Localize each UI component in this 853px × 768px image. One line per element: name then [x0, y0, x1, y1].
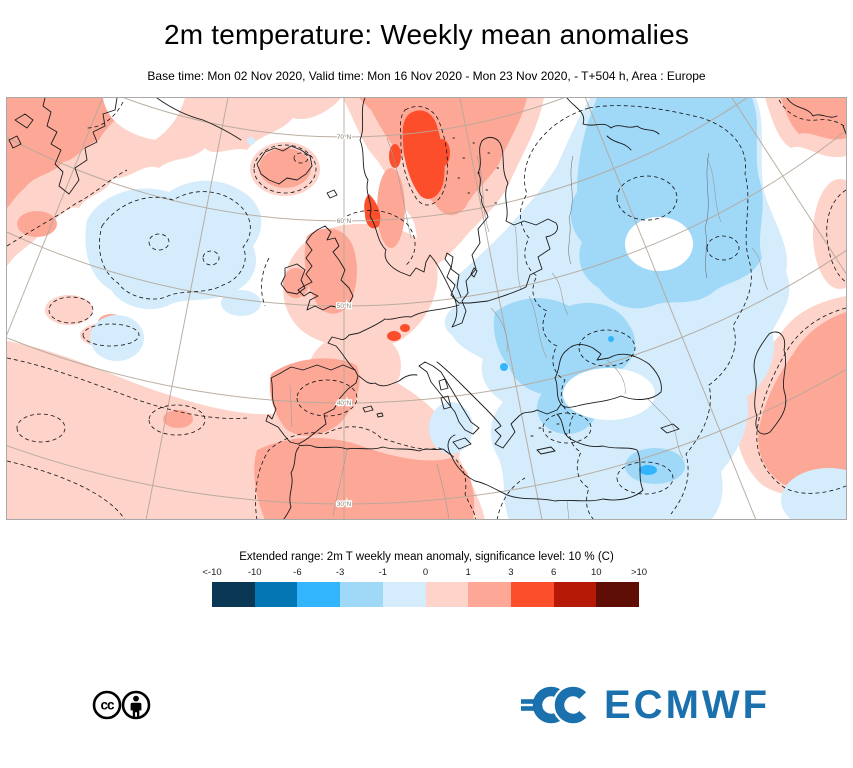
anomaly-fill-neg6-neg3 — [500, 336, 657, 475]
page-subtitle: Base time: Mon 02 Nov 2020, Valid time: … — [147, 69, 706, 83]
anomaly-fill-3-6 — [364, 110, 450, 341]
coastlines — [8, 98, 846, 519]
colorbar-tick: 1 — [465, 567, 471, 578]
colorbar-tick: -1 — [378, 567, 388, 578]
page-title: 2m temperature: Weekly mean anomalies — [163, 19, 690, 50]
colorbar-cell-9 — [596, 582, 640, 607]
colorbar-tick: >10 — [630, 567, 648, 578]
latitude-label: 40°N — [337, 399, 352, 407]
map-canvas: 70°N 60°N 50°N 40°N 30°N — [7, 98, 846, 519]
anomaly-map: 70°N 60°N 50°N 40°N 30°N — [6, 97, 847, 520]
colorbar-cell-4 — [382, 582, 426, 607]
latitude-label: 60°N — [337, 217, 352, 225]
by-circle — [121, 690, 151, 720]
colorbar-tick: 10 — [591, 567, 602, 578]
latitude-labels: 70°N 60°N 50°N 40°N 30°N — [335, 132, 352, 510]
colorbar-tick: -3 — [335, 567, 345, 578]
colorbar-tick-row: <-10 -10 -6 -3 -1 0 1 3 6 10 >10 — [202, 567, 647, 579]
colorbar — [212, 582, 640, 607]
rivers — [568, 152, 710, 279]
cc-by-license-icon: cc — [92, 690, 151, 720]
person-body-icon — [130, 702, 142, 717]
ecmwf-logo: ECMWF — [521, 683, 770, 727]
neutral-white-areas — [103, 98, 693, 420]
colorbar-cell-8 — [553, 582, 597, 607]
colorbar-tick: 6 — [550, 567, 557, 578]
latitude-label: 30°N — [337, 500, 352, 508]
colorbar-cell-6 — [468, 582, 511, 607]
ecmwf-mark-icon — [521, 684, 594, 726]
colorbar-tick: 0 — [422, 567, 429, 578]
person-head-icon — [133, 695, 139, 702]
colorbar-tick: -10 — [247, 567, 262, 578]
cc-circle — [92, 690, 122, 720]
legend-title: Extended range: 2m T weekly mean anomaly… — [239, 551, 614, 563]
country-borders — [289, 137, 769, 519]
colorbar-cell-2 — [297, 582, 341, 607]
significance-contours — [7, 99, 846, 519]
latitude-label: 70°N — [337, 133, 352, 141]
ecmwf-wordmark: ECMWF — [604, 683, 771, 727]
colorbar-tick: <-10 — [202, 567, 222, 578]
latitude-label: 50°N — [337, 302, 352, 310]
colorbar-tick: 3 — [508, 567, 514, 578]
colorbar-cell-0 — [212, 582, 255, 607]
colorbar-tick: -6 — [293, 567, 302, 578]
colorbar-cell-5 — [425, 582, 469, 607]
colorbar-cell-1 — [254, 582, 298, 607]
colorbar-cell-3 — [340, 582, 383, 607]
colorbar-cell-7 — [510, 582, 554, 607]
cc-label: cc — [100, 698, 115, 713]
